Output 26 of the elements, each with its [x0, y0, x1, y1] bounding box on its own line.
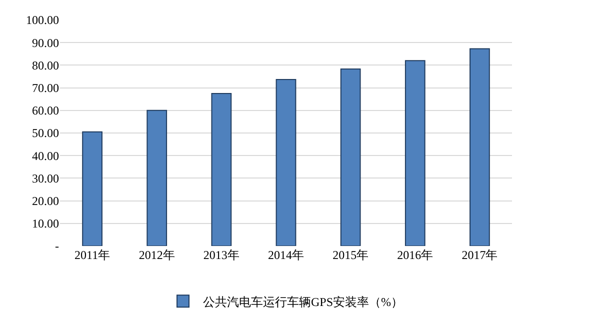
x-tick-label: 2015年	[332, 248, 369, 262]
y-tick-label: 80.00	[32, 58, 59, 72]
bar	[340, 68, 361, 246]
x-tick-label: 2011年	[74, 248, 110, 262]
y-tick-label: 70.00	[32, 81, 59, 95]
y-tick-label: 60.00	[32, 104, 59, 118]
x-tick-label: 2012年	[138, 248, 175, 262]
bar	[82, 131, 102, 246]
y-tick-label: 50.00	[32, 126, 59, 140]
bar	[211, 92, 232, 246]
bar	[146, 110, 168, 246]
bar	[404, 60, 426, 246]
x-tick-label: 2013年	[203, 248, 240, 262]
y-tick-label: 100.00	[26, 13, 59, 28]
x-tick-label: 2017年	[462, 248, 498, 262]
legend-label: 公共汽电车运行车辆GPS安装率（%）	[203, 294, 404, 309]
y-tick-label: 40.00	[32, 148, 59, 163]
bar	[276, 78, 296, 246]
y-tick-label: -	[55, 239, 59, 254]
y-tick-label: 20.00	[32, 194, 59, 208]
x-tick-label: 2016年	[397, 248, 434, 262]
y-tick-label: 30.00	[32, 171, 59, 186]
bar	[470, 48, 490, 246]
y-tick-label: 90.00	[32, 36, 59, 50]
y-tick-label: 10.00	[32, 216, 59, 231]
x-tick-label: 2014年	[268, 248, 304, 262]
